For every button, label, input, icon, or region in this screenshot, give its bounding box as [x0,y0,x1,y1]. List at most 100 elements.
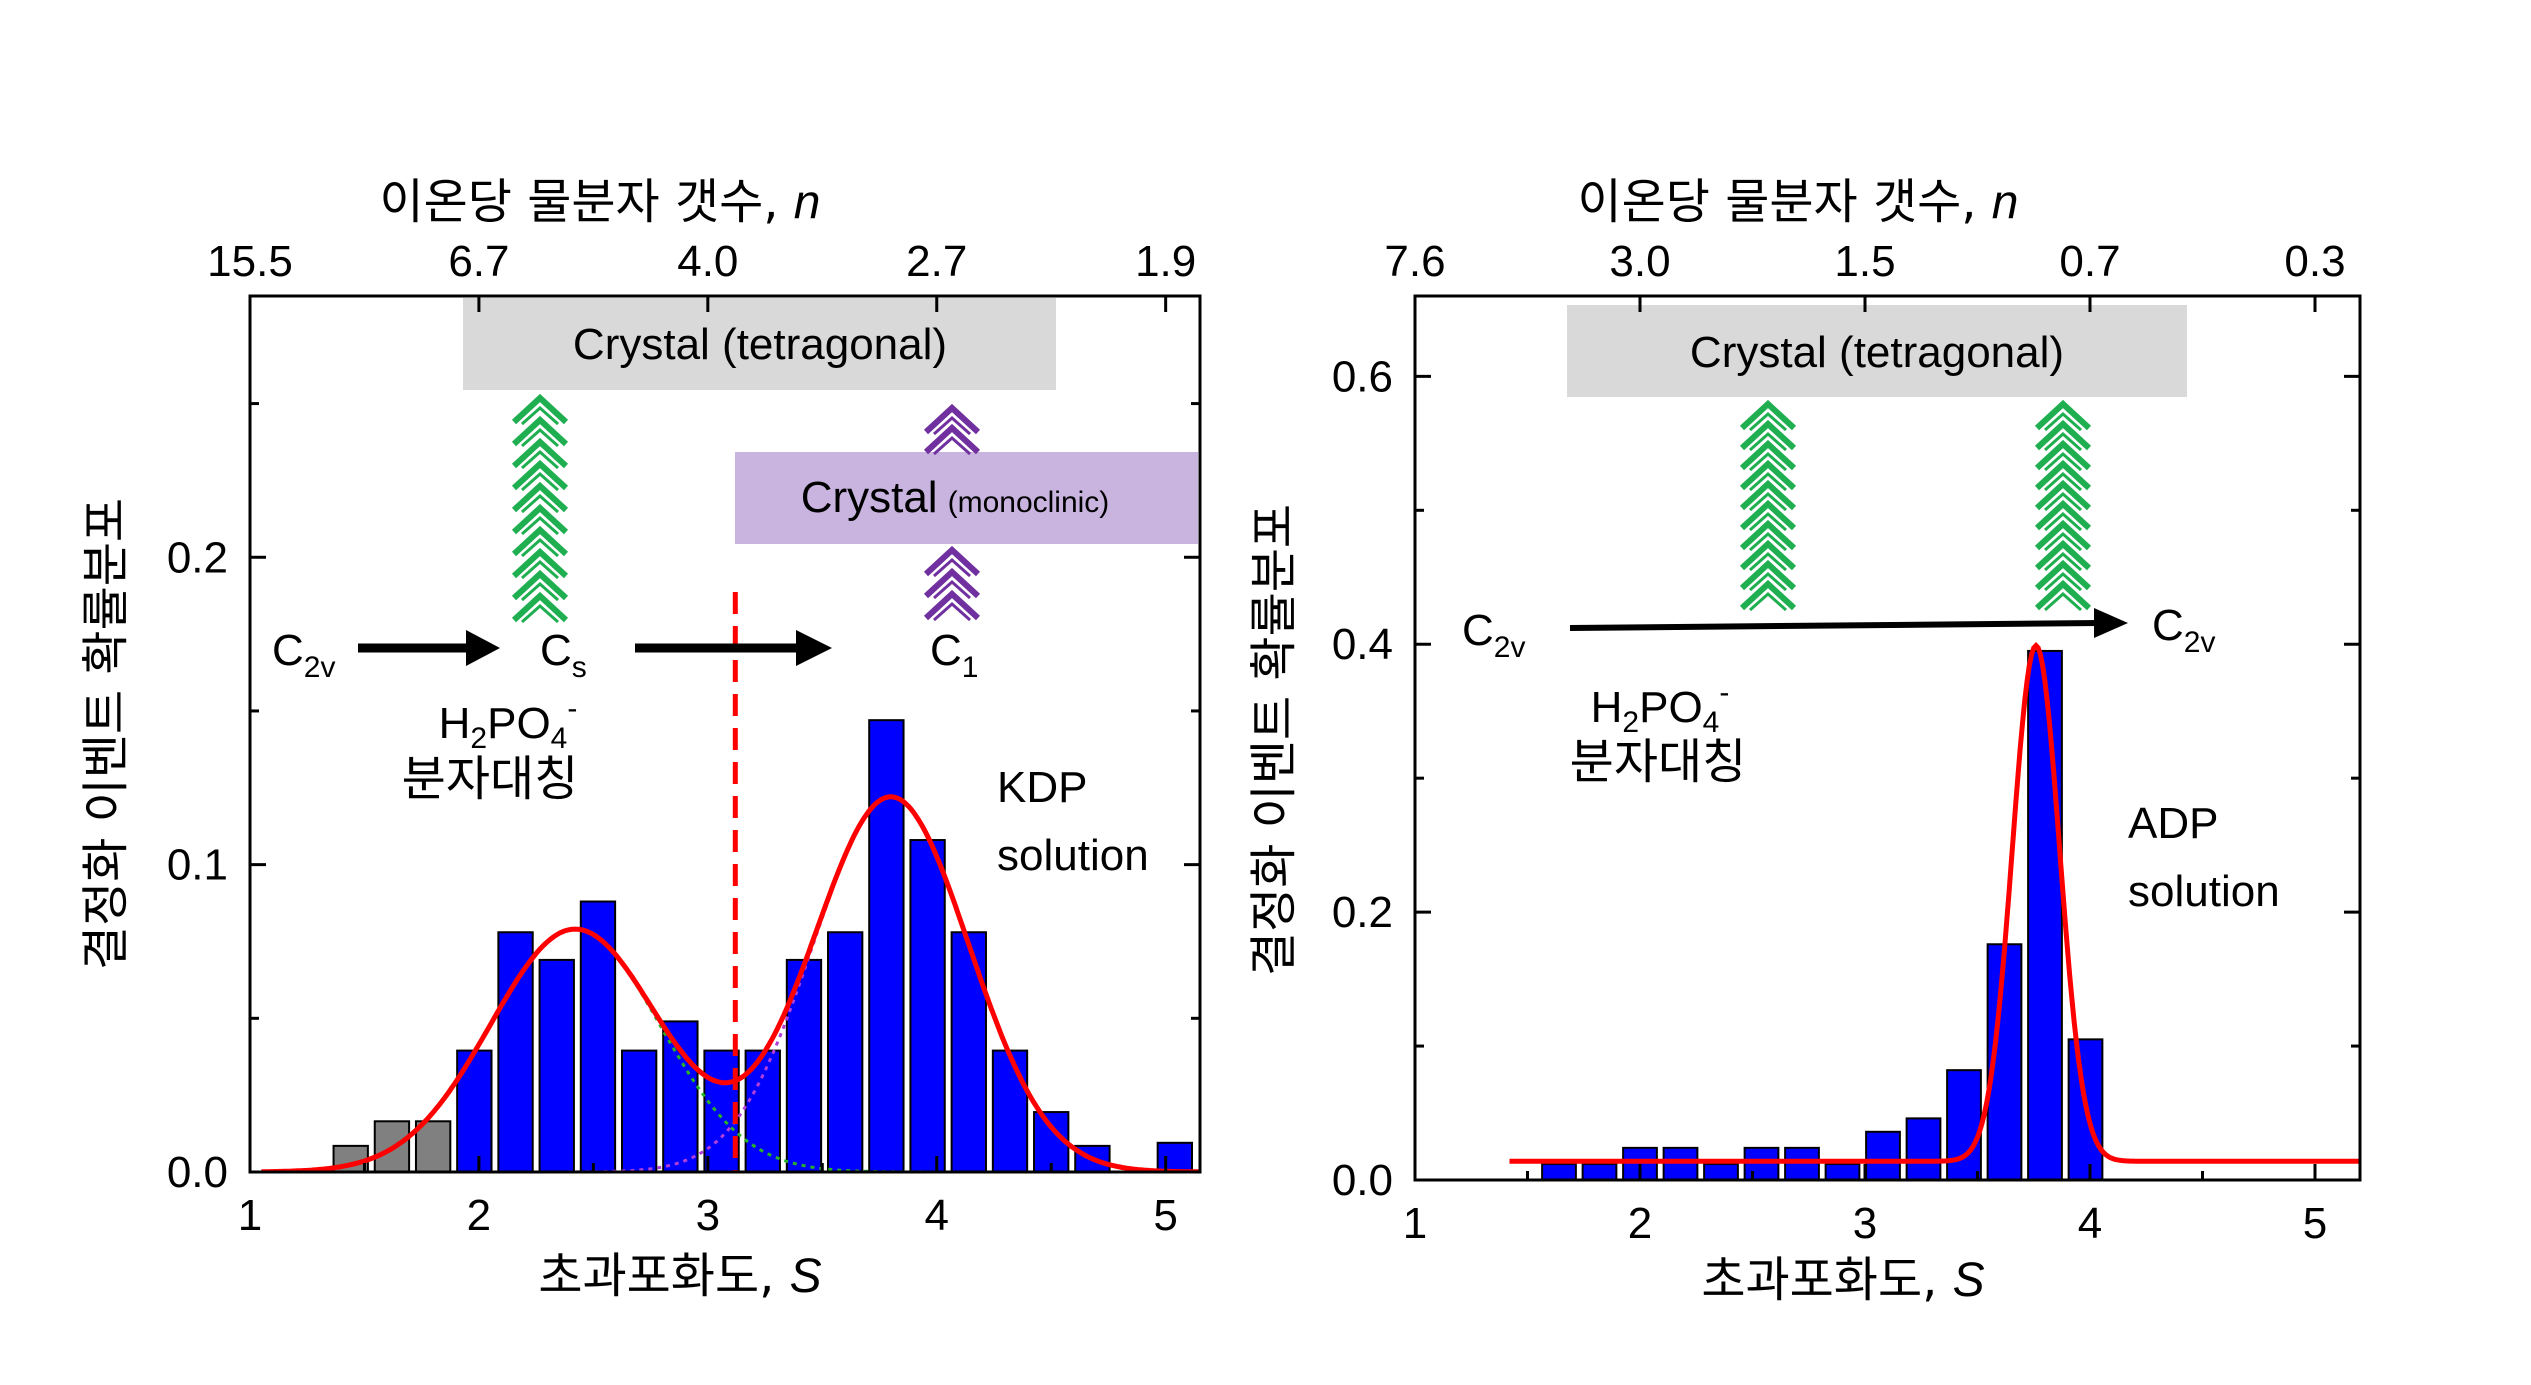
adp-h2po4-label: H2PO4- [1591,676,1730,739]
purple-chevron [933,579,971,600]
green-chevron [521,603,559,624]
green-chevron [2034,479,2092,511]
green-chevron [2034,559,2092,591]
green-chevron [2034,499,2092,531]
purple-chevron [923,567,981,599]
green-chevron [1739,579,1797,611]
histogram-bar [1905,1117,1942,1182]
green-chevron [521,537,559,558]
x-tick-label: 3 [696,1191,720,1240]
green-chevron [1749,551,1787,572]
histogram-bar [620,1049,658,1174]
adp-c2v-left-label: C2v [1462,606,1525,664]
y-tick-label: 0.1 [167,841,228,890]
adp-symmetry-label: 분자대칭 [1570,734,1747,790]
histogram-bar [538,958,575,1173]
adp-tetragonal-crystal-box [1567,305,2187,397]
green-chevron [2034,399,2092,431]
green-chevron [2034,579,2092,611]
green-chevron [2044,431,2082,452]
histogram-bar [1581,1162,1618,1181]
green-chevron [2044,571,2082,592]
green-chevron [1739,539,1797,571]
kdp-cs-label: Cs [540,626,587,684]
histogram-bar [868,719,905,1173]
histogram-bar [991,1049,1029,1174]
y-tick-label: 0.0 [167,1148,228,1197]
green-chevron [521,427,559,448]
green-chevron [521,515,559,536]
y-tick-label: 0.4 [1332,620,1393,669]
green-chevron [521,449,559,470]
histogram-bar [1865,1130,1901,1182]
y-tick-label: 0.6 [1332,352,1393,401]
purple-chevron [923,423,981,455]
green-chevron [1739,459,1797,491]
green-chevron [2044,471,2082,492]
histogram-bar [950,931,987,1173]
histogram-bar [1946,1069,1982,1181]
histogram-bar [827,931,864,1173]
adp-panel: 이온당 물분자 갯수, n Crystal (tetragonal) C2v C… [1246,174,2362,1308]
green-chevron [2044,511,2082,532]
kdp-axis-ticks: 1 2 3 4 5 0.0 0.1 0.2 15.5 6.7 4.0 2.7 1.9 [167,237,1200,1240]
green-chevron [1749,491,1787,512]
green-chevron [2034,439,2092,471]
green-chevron [511,525,569,557]
green-chevron [1739,439,1797,471]
top-tick-label: 7.6 [1384,237,1445,286]
kdp-plot-frame [248,294,1202,1174]
green-chevron [511,481,569,513]
green-chevron [1739,559,1797,591]
green-chevron-stack-left [511,393,569,624]
green-chevron [511,393,569,425]
histogram-bar [1784,1146,1820,1181]
purple-chevron [923,545,981,577]
histogram-bar [1703,1162,1739,1181]
green-chevron [2044,551,2082,572]
green-chevron [1739,479,1797,511]
x-tick-label: 1 [238,1191,262,1240]
purple-chevron [923,589,981,621]
green-chevron [1749,531,1787,552]
x-tick-label: 4 [2078,1199,2102,1248]
right-top-axis-label: 이온당 물분자 갯수, n [1577,174,2018,230]
adp-c2v-right-label: C2v [2152,601,2215,659]
purple-chevron [923,403,981,435]
histogram-bar [1541,1162,1577,1181]
green-chevron [2044,591,2082,612]
green-chevron [1739,399,1797,431]
green-chevron [2044,491,2082,512]
green-chevron [521,581,559,602]
purple-chevron [933,435,971,456]
green-chevron [1749,591,1787,612]
adp-plot-frame [1413,294,2362,1182]
top-tick-label: 1.5 [1834,237,1895,286]
histogram-bar [456,1049,493,1174]
green-chevron [1749,431,1787,452]
monoclinic-crystal-label: Crystal (monoclinic) [801,473,1110,522]
green-chevron [1739,419,1797,451]
tetragonal-crystal-label: Crystal (tetragonal) [573,320,947,369]
green-chevron [521,493,559,514]
top-tick-label: 6.7 [448,237,509,286]
kdp-panel: 이온당 물분자 갯수, n Crystal (tetragonal) Cryst… [78,174,1202,1304]
histogram-bar [1824,1162,1861,1181]
histogram-bar [579,900,617,1174]
green-chevron [1739,519,1797,551]
green-chevron [2044,411,2082,432]
green-chevron [511,569,569,601]
green-chevron [1749,511,1787,532]
purple-chevron [933,601,971,622]
kdp-symmetry-arrows [358,630,832,666]
adp-tetragonal-crystal-label: Crystal (tetragonal) [1690,328,2064,377]
green-chevron [511,415,569,447]
left-top-axis-label: 이온당 물분자 갯수, n [379,174,820,230]
green-chevron [1749,571,1787,592]
histogram-bar [414,1120,452,1173]
adp-green-chevron-stacks [1739,399,2092,612]
y-tick-label: 0.2 [1332,888,1393,937]
green-chevron [2034,519,2092,551]
x-tick-label: 2 [1628,1199,1652,1248]
